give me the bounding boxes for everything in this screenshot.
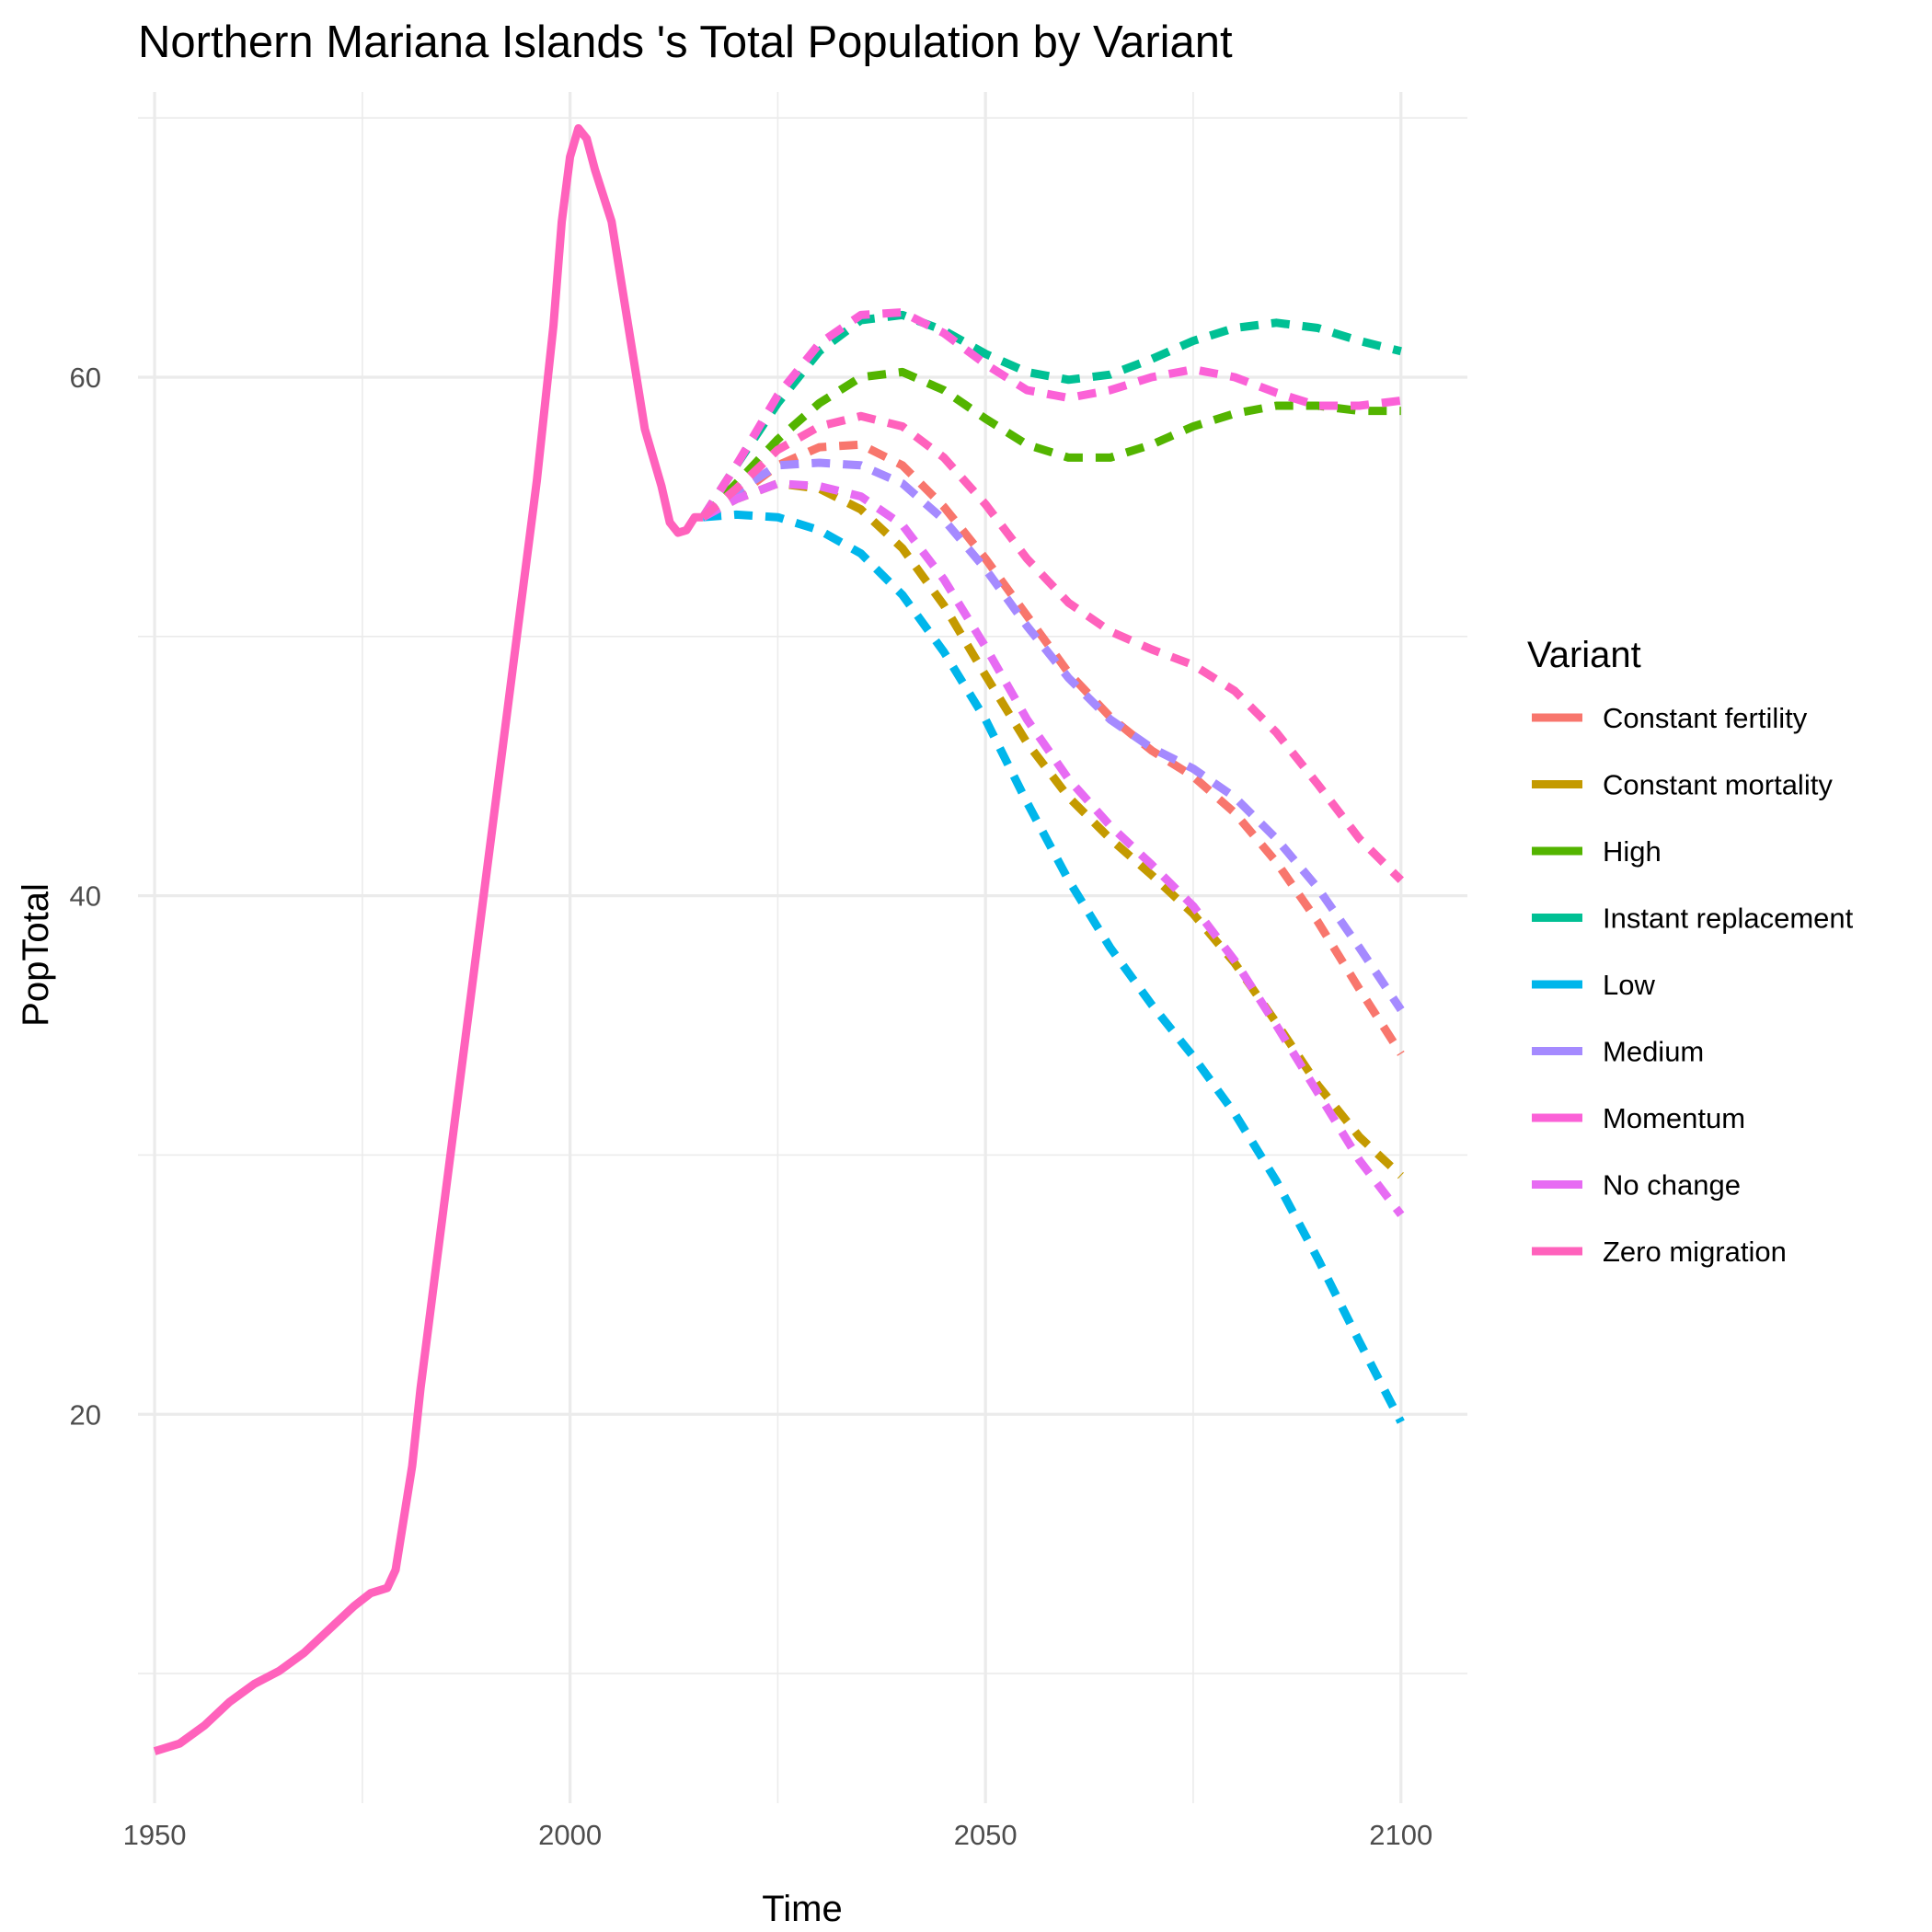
legend-label: High [1603, 835, 1662, 868]
legend: Variant Constant fertility Constant morta… [1527, 635, 1854, 1268]
series-line-momentum [699, 308, 1402, 520]
x-axis-ticks: 1950 2000 2050 2100 [123, 1819, 1433, 1851]
legend-item-momentum: Momentum [1532, 1102, 1745, 1134]
x-tick-label: 2050 [954, 1819, 1018, 1851]
series-line-constant-fertility [700, 440, 1405, 1056]
chart-title: Northern Mariana Islands 's Total Popula… [138, 17, 1233, 67]
x-tick-label: 2000 [538, 1819, 602, 1851]
grid-lines [138, 92, 1467, 1803]
series-line-medium [700, 458, 1405, 1013]
y-tick-label: 60 [70, 362, 101, 394]
legend-item-no-change: No change [1532, 1169, 1741, 1202]
legend-item-constant-mortality: Constant mortality [1532, 769, 1833, 801]
legend-item-medium: Medium [1532, 1036, 1704, 1068]
x-axis-title: Time [762, 1889, 842, 1929]
legend-label: Medium [1603, 1036, 1704, 1068]
legend-label: Low [1603, 969, 1655, 1001]
y-axis-ticks: 20 40 60 [70, 362, 101, 1431]
y-tick-label: 20 [70, 1398, 101, 1431]
x-tick-label: 1950 [123, 1819, 187, 1851]
legend-item-low: Low [1532, 969, 1655, 1001]
series-line-high [699, 367, 1401, 521]
legend-item-constant-fertility: Constant fertility [1532, 702, 1808, 734]
series-line-low [702, 510, 1405, 1424]
y-tick-label: 40 [70, 880, 101, 913]
legend-label: Constant fertility [1603, 702, 1808, 734]
legend-item-instant-replacement: Instant replacement [1532, 903, 1854, 935]
plot-series [153, 124, 1405, 1755]
series-line-zero-migration [700, 411, 1404, 883]
series-line-historical [153, 124, 704, 1755]
y-axis-title: PopTotal [16, 883, 56, 1027]
series-line-no-change [700, 479, 1405, 1218]
legend-label: No change [1603, 1169, 1741, 1202]
legend-item-high: High [1532, 835, 1662, 868]
legend-item-zero-migration: Zero migration [1532, 1236, 1787, 1268]
legend-label: Zero migration [1603, 1236, 1787, 1268]
legend-label: Constant mortality [1603, 769, 1833, 801]
legend-label: Momentum [1603, 1102, 1745, 1134]
legend-title: Variant [1527, 635, 1641, 675]
series-line-instant-replacement [699, 310, 1402, 520]
x-tick-label: 2100 [1369, 1819, 1432, 1851]
legend-label: Instant replacement [1603, 903, 1854, 935]
